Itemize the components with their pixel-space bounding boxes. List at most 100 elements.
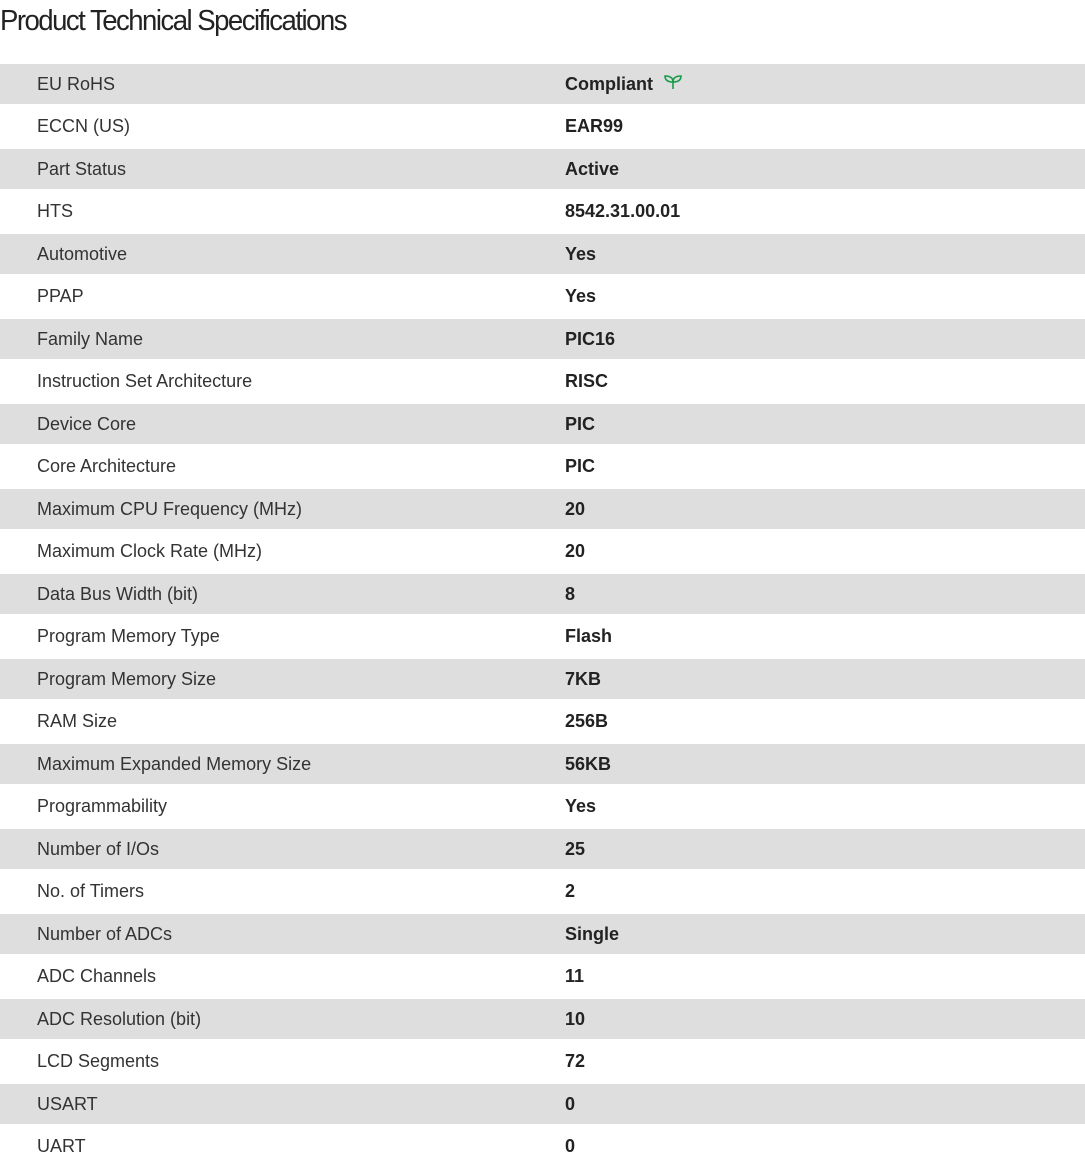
spec-row: ECCN (US) EAR99 [0, 104, 1085, 149]
spec-value-text: Yes [565, 796, 597, 816]
spec-label: PPAP [37, 286, 84, 306]
spec-row: Maximum Expanded Memory Size 56KB [0, 744, 1085, 784]
spec-label: ADC Resolution (bit) [37, 1008, 202, 1029]
spec-value: 8542.31.00.01 [565, 201, 680, 222]
spec-value-text: Compliant [565, 73, 653, 94]
spec-label: Maximum CPU Frequency (MHz) [37, 498, 303, 519]
spec-value-text: Flash [565, 626, 613, 646]
spec-value-text: 20 [565, 541, 586, 561]
spec-row: Instruction Set Architecture RISC [0, 359, 1085, 404]
spec-value: Single [565, 924, 619, 945]
spec-label: Programmability [37, 796, 168, 816]
spec-label: USART [37, 1093, 98, 1114]
spec-row: LCD Segments 72 [0, 1039, 1085, 1084]
spec-value: RISC [565, 371, 608, 392]
spec-label: Program Memory Size [37, 668, 217, 689]
spec-label: ADC Channels [37, 966, 157, 986]
spec-value: EAR99 [565, 116, 623, 137]
spec-value: 7KB [565, 669, 601, 690]
spec-label: No. of Timers [37, 881, 145, 901]
spec-value: 8 [565, 584, 575, 605]
spec-row: USART 0 [0, 1084, 1085, 1124]
spec-row: ADC Channels 11 [0, 954, 1085, 999]
spec-row: Data Bus Width (bit) 8 [0, 574, 1085, 614]
spec-value: Compliant [565, 74, 683, 95]
spec-value: Yes [565, 796, 596, 817]
spec-row: Family Name PIC16 [0, 319, 1085, 359]
spec-value: PIC16 [565, 329, 615, 350]
spec-value: PIC [565, 456, 595, 477]
spec-label: Number of ADCs [37, 923, 173, 944]
spec-label: Core Architecture [37, 456, 177, 476]
spec-value-text: 20 [565, 498, 586, 519]
spec-value-text: 0 [565, 1136, 576, 1156]
spec-row: EU RoHS Compliant [0, 64, 1085, 104]
spec-label: Data Bus Width (bit) [37, 583, 199, 604]
spec-row: Program Memory Size 7KB [0, 659, 1085, 699]
spec-label: Device Core [37, 413, 137, 434]
spec-row: UART 0 [0, 1124, 1085, 1169]
spec-row: Programmability Yes [0, 784, 1085, 829]
spec-value: 20 [565, 499, 585, 520]
spec-value: 2 [565, 881, 575, 902]
page-title: Product Technical Specifications [0, 5, 347, 37]
spec-table: EU RoHS Compliant ECCN (US) EAR99 Part Statu… [0, 64, 1085, 1169]
spec-label: ECCN (US) [37, 116, 130, 136]
spec-value-text: PIC [565, 456, 596, 476]
spec-value: Yes [565, 244, 596, 265]
spec-row: Number of ADCs Single [0, 914, 1085, 954]
spec-value: Active [565, 159, 619, 180]
spec-label: Maximum Expanded Memory Size [37, 753, 312, 774]
spec-value: Flash [565, 626, 612, 647]
spec-value-text: RISC [565, 371, 609, 391]
spec-row: ADC Resolution (bit) 10 [0, 999, 1085, 1039]
spec-row: No. of Timers 2 [0, 869, 1085, 914]
spec-value: PIC [565, 414, 595, 435]
spec-row: Device Core PIC [0, 404, 1085, 444]
spec-value-text: 256B [565, 711, 609, 731]
spec-row: Program Memory Type Flash [0, 614, 1085, 659]
spec-value-text: 10 [565, 1008, 586, 1029]
spec-label: Automotive [37, 243, 128, 264]
spec-row: RAM Size 256B [0, 699, 1085, 744]
spec-row: PPAP Yes [0, 274, 1085, 319]
spec-value-text: 8542.31.00.01 [565, 201, 681, 221]
spec-value-text: 72 [565, 1051, 586, 1071]
spec-row: Number of I/Os 25 [0, 829, 1085, 869]
spec-row: Part Status Active [0, 149, 1085, 189]
spec-row: HTS 8542.31.00.01 [0, 189, 1085, 234]
spec-value-text: Single [565, 923, 620, 944]
spec-row: Maximum Clock Rate (MHz) 20 [0, 529, 1085, 574]
spec-row: Core Architecture PIC [0, 444, 1085, 489]
leaf-icon [663, 74, 683, 95]
spec-value-text: PIC [565, 413, 596, 434]
spec-value-text: 8 [565, 583, 576, 604]
spec-value-text: Yes [565, 243, 597, 264]
spec-label: Family Name [37, 328, 144, 349]
spec-label: RAM Size [37, 711, 118, 731]
spec-label: Instruction Set Architecture [37, 371, 253, 391]
spec-value-text: 0 [565, 1093, 576, 1114]
spec-value-text: Active [565, 158, 620, 179]
spec-label: Program Memory Type [37, 626, 220, 646]
spec-value: 25 [565, 839, 585, 860]
spec-label: Part Status [37, 158, 127, 179]
spec-value: 0 [565, 1094, 575, 1115]
spec-value: 0 [565, 1136, 575, 1157]
spec-value-text: PIC16 [565, 328, 616, 349]
spec-value: 72 [565, 1051, 585, 1072]
spec-label: EU RoHS [37, 73, 116, 94]
spec-value-text: 56KB [565, 753, 612, 774]
spec-value: Yes [565, 286, 596, 307]
spec-value-text: 25 [565, 838, 586, 859]
spec-label: UART [37, 1136, 86, 1156]
spec-value-text: EAR99 [565, 116, 624, 136]
spec-label: LCD Segments [37, 1051, 160, 1071]
spec-value-text: 2 [565, 881, 576, 901]
spec-label: HTS [37, 201, 73, 221]
spec-value: 10 [565, 1009, 585, 1030]
spec-value: 256B [565, 711, 608, 732]
spec-label: Maximum Clock Rate (MHz) [37, 541, 263, 561]
spec-row: Maximum CPU Frequency (MHz) 20 [0, 489, 1085, 529]
spec-value: 56KB [565, 754, 611, 775]
